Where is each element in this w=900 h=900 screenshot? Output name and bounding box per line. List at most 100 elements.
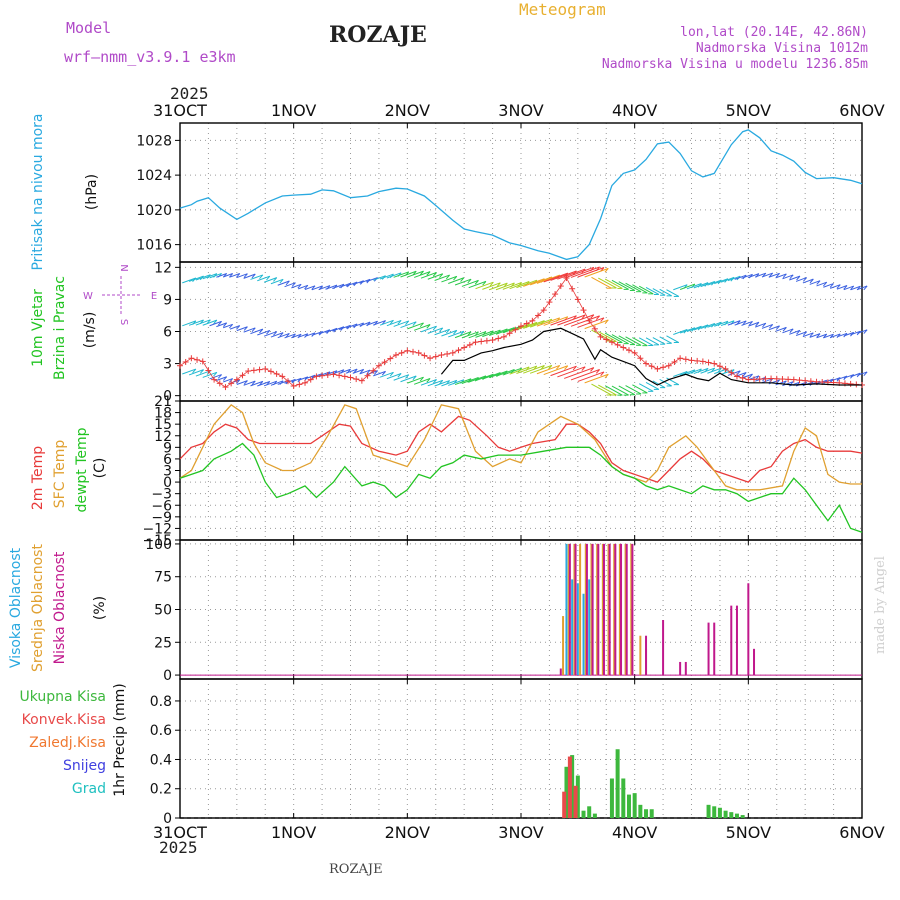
wind-arrow bbox=[373, 320, 386, 326]
wind-arrow bbox=[693, 282, 709, 289]
wind-arrow-head bbox=[412, 375, 417, 381]
wind-arrow bbox=[366, 320, 378, 326]
wind-arrow bbox=[748, 321, 760, 327]
wind-arrow bbox=[591, 383, 612, 396]
wind-unit: (m/s) bbox=[82, 312, 98, 349]
wind-arrow-head bbox=[453, 330, 458, 335]
wind-arrow bbox=[543, 272, 568, 283]
wind-arrow bbox=[720, 320, 735, 327]
wind-arrow-head bbox=[397, 373, 402, 378]
wind-arrow bbox=[686, 368, 702, 375]
wind-arrow bbox=[257, 329, 270, 336]
temp-series-line bbox=[179, 404, 862, 491]
wind-arrow-head bbox=[748, 373, 753, 379]
wind-arrow bbox=[679, 369, 696, 376]
panel-frame bbox=[179, 678, 863, 819]
wind-arrow bbox=[495, 327, 515, 335]
wind-arrow-head bbox=[460, 277, 465, 282]
wind-arrow bbox=[229, 325, 240, 330]
wind-arrow bbox=[195, 274, 211, 281]
wind-arrow bbox=[284, 333, 296, 339]
wind-arrow bbox=[809, 333, 821, 338]
ytick-label: 1020 bbox=[136, 203, 172, 219]
wind-arrow bbox=[836, 285, 848, 290]
wind-arrow-head bbox=[192, 368, 197, 374]
wind-arrow bbox=[543, 365, 568, 376]
wind-arrow bbox=[202, 371, 218, 378]
wind-arrow bbox=[693, 367, 709, 375]
wind-arrow bbox=[789, 381, 801, 387]
wind-arrow bbox=[816, 333, 827, 339]
precip-legend-item: Konvek.Kisa bbox=[22, 712, 106, 728]
elevation-text: Nadmorska Visina 1012m bbox=[695, 41, 868, 56]
wind-arrow-head bbox=[595, 315, 600, 320]
wind-arrow bbox=[468, 280, 487, 289]
wind-arrow bbox=[291, 283, 302, 289]
wind-arrow bbox=[441, 379, 457, 387]
wind-arrow bbox=[277, 332, 290, 339]
wind-arrow bbox=[659, 378, 672, 387]
wind-arrow bbox=[332, 369, 345, 375]
wind-arrow-head bbox=[273, 331, 278, 336]
wind-arrow-head bbox=[572, 365, 577, 371]
ytick-label: 50 bbox=[154, 603, 172, 619]
wind-arrow bbox=[564, 367, 594, 379]
ytick-label: 21 bbox=[154, 394, 172, 410]
wind-arrow bbox=[570, 369, 600, 381]
wind-arrow bbox=[263, 277, 277, 283]
xtick-label-bottom: 3NOV bbox=[498, 823, 543, 842]
wind-arrow bbox=[584, 373, 609, 384]
wind-arrow bbox=[407, 270, 424, 278]
wind-arrow bbox=[782, 381, 794, 387]
precip-bar bbox=[564, 766, 569, 818]
wind-arrow bbox=[516, 365, 538, 374]
wind-arrow bbox=[427, 379, 443, 387]
wind-arrow bbox=[577, 371, 605, 382]
wind-arrow bbox=[427, 273, 443, 280]
wind-arrow bbox=[775, 273, 787, 279]
wind-arrow bbox=[652, 337, 666, 345]
wind-arrow bbox=[400, 375, 417, 383]
wind-arrow bbox=[761, 272, 773, 278]
wind-arrow bbox=[666, 289, 680, 297]
ytick-label: 75 bbox=[154, 570, 172, 586]
wind-arrow bbox=[625, 385, 642, 395]
wind-arrow-head bbox=[782, 327, 787, 332]
wind-arrow bbox=[182, 368, 197, 375]
wind-arrow-head bbox=[439, 327, 444, 332]
wind-arrow bbox=[359, 321, 371, 327]
xtick-label-top: 4NOV bbox=[612, 101, 657, 120]
wind-arrow bbox=[188, 319, 204, 326]
wind-arrow-head bbox=[259, 328, 264, 334]
wind-arrow bbox=[625, 336, 642, 346]
ytick-label: 3 bbox=[163, 357, 172, 373]
wind-arrow bbox=[536, 274, 560, 284]
wind-arrow bbox=[686, 283, 702, 290]
wind-arrow bbox=[345, 281, 358, 287]
wind-arrow bbox=[386, 319, 402, 327]
wind-arrow-head bbox=[285, 333, 290, 338]
wind-arrow bbox=[591, 276, 612, 289]
wind-arrow bbox=[461, 331, 479, 339]
ytick-label: 6 bbox=[163, 325, 172, 341]
wind-arrow-head bbox=[360, 369, 365, 374]
wind-arrow-head bbox=[789, 274, 794, 279]
wind-arrow bbox=[604, 278, 623, 289]
wind-arrow-head bbox=[742, 372, 747, 377]
wind-arrow-head bbox=[755, 321, 760, 327]
wind-arrow bbox=[652, 288, 666, 296]
wind-arrow bbox=[741, 320, 753, 326]
wind-arrow-head bbox=[748, 321, 753, 326]
pressure-label: Pritisak na nivou mora bbox=[30, 113, 46, 270]
wind-arrow bbox=[768, 325, 780, 331]
wind-arrow bbox=[236, 326, 248, 332]
wind-arrow bbox=[529, 318, 553, 328]
ytick-label: 0 bbox=[163, 475, 172, 491]
wind-arrow bbox=[359, 369, 371, 375]
wind-arrow-head bbox=[228, 323, 234, 329]
wind-arrow-head bbox=[304, 285, 309, 290]
compass-s: S bbox=[118, 319, 129, 325]
wind-arrow-head bbox=[453, 276, 458, 281]
wind-arrow-head bbox=[426, 271, 431, 276]
precip-bar bbox=[581, 810, 586, 818]
